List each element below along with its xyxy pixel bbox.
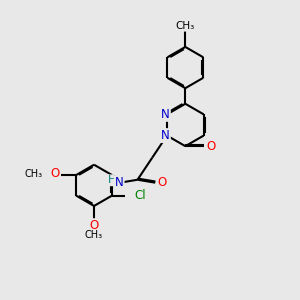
Text: H: H — [107, 175, 116, 185]
Text: CH₃: CH₃ — [85, 230, 103, 240]
Text: N: N — [115, 176, 124, 189]
Text: O: O — [157, 176, 166, 189]
Text: CH₃: CH₃ — [24, 169, 42, 179]
Text: Cl: Cl — [134, 189, 146, 202]
Text: O: O — [50, 167, 60, 180]
Text: N: N — [161, 129, 170, 142]
Text: O: O — [206, 140, 216, 153]
Text: CH₃: CH₃ — [176, 21, 195, 31]
Text: O: O — [89, 219, 99, 232]
Text: N: N — [161, 108, 170, 121]
